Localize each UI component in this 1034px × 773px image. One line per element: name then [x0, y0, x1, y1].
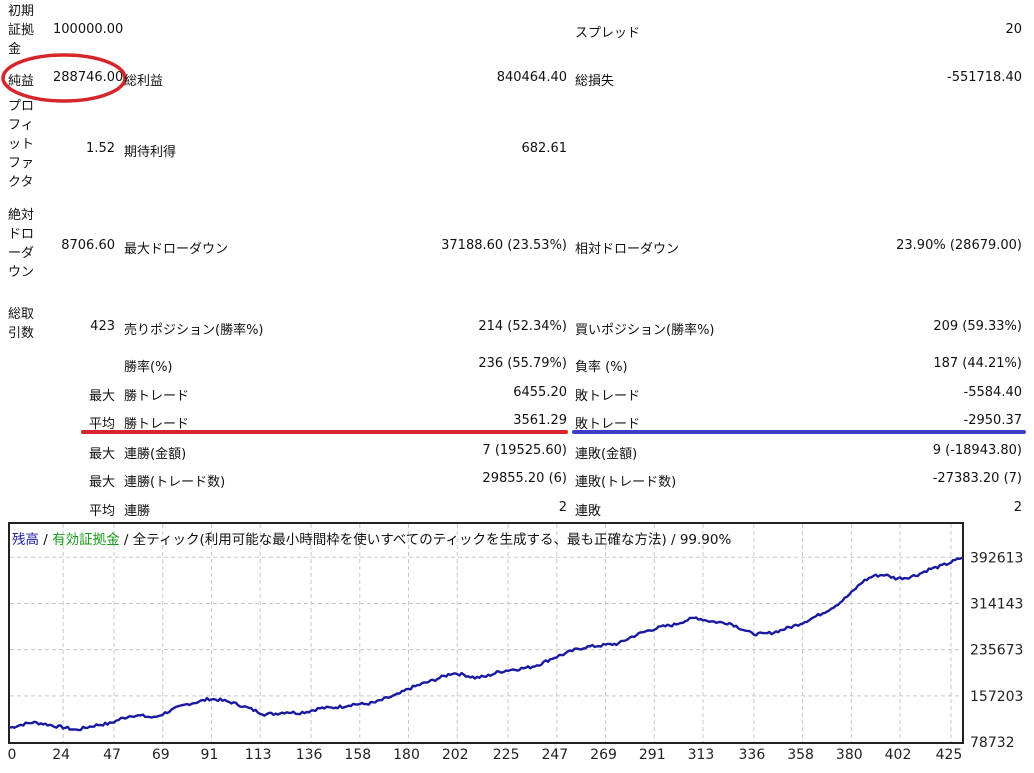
- legend-separator: /: [119, 532, 133, 548]
- expected-payoff-value: 682.61: [521, 141, 568, 156]
- balance-chart-svg: [9, 524, 963, 742]
- x-tick-label: 0: [8, 747, 17, 763]
- y-tick-label: 392613: [970, 550, 1023, 566]
- max-consec-amount-win-value: 7 (19525.60): [482, 443, 567, 458]
- x-tick-label: 47: [103, 747, 121, 763]
- max-drawdown-value: 37188.60 (23.53%): [441, 238, 567, 253]
- avg-consec-loss-label: 連敗: [575, 504, 602, 519]
- profit-factor-label: プロフィットファクタ: [8, 99, 35, 190]
- max-consec-trades-win-label: 連勝(トレード数): [124, 475, 226, 490]
- x-tick-label: 225: [493, 747, 520, 763]
- net-profit-value: 288746.00: [53, 70, 124, 85]
- max-drawdown-label: 最大ドローダウン: [124, 242, 229, 257]
- max-consec-amount-prefix: 最大: [89, 447, 116, 462]
- max-consec-amount-loss-value: 9 (-18943.80): [932, 443, 1022, 458]
- net-profit-highlight-circle: [1, 53, 127, 103]
- net-profit-label: 純益: [8, 74, 35, 89]
- gross-loss-label: 総損失: [575, 74, 615, 89]
- balance-graph-panel: 78732 157203 235673 314143 392613 0 24 47 69 91 1…: [4, 522, 1030, 771]
- chart-legend: 残高 / 有効証拠金 / 全ティック(利用可能な最小時間枠を使いすべてのティック…: [12, 528, 731, 548]
- x-tick-label: 69: [152, 747, 170, 763]
- long-positions-label: 買いポジション(勝率%): [575, 323, 715, 338]
- initial-deposit-value: 100000.00: [53, 22, 124, 37]
- loss-rate-label: 負率 (%): [575, 360, 628, 375]
- balance-series-line: [9, 556, 963, 732]
- x-tick-label: 136: [296, 747, 323, 763]
- x-tick-label: 180: [393, 747, 420, 763]
- largest-loss-label: 敗トレード: [575, 389, 641, 404]
- x-tick-label: 24: [52, 747, 70, 763]
- largest-loss-value: -5584.40: [963, 385, 1022, 400]
- gross-profit-label: 総利益: [124, 74, 164, 89]
- spread-label: スプレッド: [575, 26, 641, 41]
- relative-drawdown-label: 相対ドローダウン: [575, 242, 680, 257]
- y-tick-label: 235673: [970, 643, 1023, 659]
- gross-loss-value: -551718.40: [947, 70, 1022, 85]
- x-tick-label: 202: [442, 747, 469, 763]
- short-positions-value: 214 (52.34%): [478, 319, 567, 334]
- total-trades-value: 423: [90, 319, 115, 334]
- absolute-drawdown-label: 絶対ドローダウン: [8, 208, 35, 280]
- average-loss-value: -2950.37: [963, 413, 1022, 428]
- x-tick-label: 91: [201, 747, 219, 763]
- y-tick-label: 314143: [970, 596, 1023, 612]
- legend-balance: 残高: [12, 532, 39, 548]
- avg-consec-loss-value: 2: [1013, 500, 1022, 515]
- largest-prefix: 最大: [89, 389, 116, 404]
- avg-consec-win-label: 連勝: [124, 504, 151, 519]
- max-consec-trades-loss-value: -27383.20 (7): [932, 471, 1022, 486]
- largest-win-value: 6455.20: [513, 385, 567, 400]
- y-tick-label: 78732: [970, 735, 1015, 751]
- y-axis: 78732 157203 235673 314143 392613: [970, 550, 1023, 751]
- average-win-value: 3561.29: [513, 413, 567, 428]
- x-tick-label: 358: [787, 747, 814, 763]
- expected-payoff-label: 期待利得: [124, 145, 177, 160]
- max-consec-trades-loss-label: 連敗(トレード数): [575, 475, 677, 490]
- x-tick-label: 158: [344, 747, 371, 763]
- loss-rate-value: 187 (44.21%): [933, 356, 1022, 371]
- spread-value: 20: [1005, 22, 1022, 37]
- x-tick-label: 269: [590, 747, 617, 763]
- max-consec-trades-prefix: 最大: [89, 475, 116, 490]
- legend-separator: /: [39, 532, 53, 548]
- x-tick-label: 313: [688, 747, 715, 763]
- short-positions-label: 売りポジション(勝率%): [124, 323, 264, 338]
- x-tick-label: 113: [245, 747, 272, 763]
- x-tick-label: 247: [541, 747, 568, 763]
- x-tick-label: 291: [639, 747, 666, 763]
- average-prefix: 平均: [89, 417, 116, 432]
- avg-consec-prefix: 平均: [89, 504, 116, 519]
- initial-deposit-label: 初期証拠金: [8, 4, 35, 57]
- relative-drawdown-value: 23.90% (28679.00): [896, 238, 1022, 253]
- x-tick-label: 402: [885, 747, 912, 763]
- legend-equity: 有効証拠金: [52, 532, 120, 548]
- y-tick-label: 157203: [970, 689, 1023, 705]
- x-axis: 0 24 47 69 91 113 136 158 180 202 225 247 269 291 313 3…: [8, 747, 963, 763]
- plot-area: [8, 522, 964, 744]
- largest-win-label: 勝トレード: [124, 389, 190, 404]
- x-tick-label: 425: [936, 747, 963, 763]
- max-consec-amount-loss-label: 連敗(金額): [575, 447, 638, 462]
- long-positions-value: 209 (59.33%): [933, 319, 1022, 334]
- max-consec-amount-win-label: 連勝(金額): [124, 447, 187, 462]
- absolute-drawdown-value: 8706.60: [61, 238, 115, 253]
- win-rate-label: 勝率(%): [124, 360, 173, 375]
- average-loss-blue-underline: [572, 430, 1026, 434]
- legend-description: 全ティック(利用可能な最小時間枠を使いすべてのティックを生成する、最も正確な方法…: [132, 532, 732, 548]
- average-loss-label: 敗トレード: [575, 417, 641, 432]
- avg-consec-win-value: 2: [558, 500, 567, 515]
- gross-profit-value: 840464.40: [496, 70, 567, 85]
- x-tick-label: 336: [739, 747, 766, 763]
- profit-factor-value: 1.52: [86, 141, 115, 156]
- max-consec-trades-win-value: 29855.20 (6): [482, 471, 567, 486]
- win-rate-value: 236 (55.79%): [478, 356, 567, 371]
- x-tick-label: 380: [836, 747, 863, 763]
- average-win-red-underline: [81, 430, 568, 434]
- average-win-label: 勝トレード: [124, 417, 190, 432]
- total-trades-label: 総取引数: [8, 307, 35, 341]
